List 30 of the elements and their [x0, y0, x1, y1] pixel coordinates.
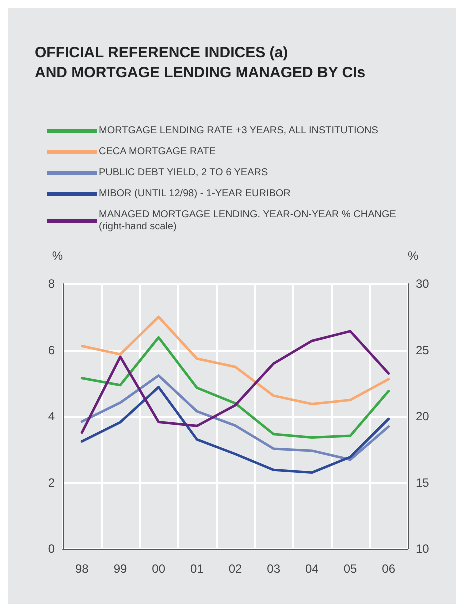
y2-tick-label: 25 — [416, 343, 430, 358]
legend-label: MANAGED MORTGAGE LENDING. YEAR-ON-YEAR % CHANGE (right-hand scale) — [99, 210, 397, 232]
y-tick-label: 6 — [48, 343, 56, 358]
y-tick-label: 2 — [48, 476, 56, 490]
y2-tick-label: 15 — [416, 476, 430, 490]
x-tick-label: 03 — [267, 562, 281, 576]
y2-tick-label: 20 — [416, 410, 430, 424]
legend-label: MORTGAGE LENDING RATE +3 YEARS, ALL INSTITUTIONS — [99, 126, 379, 136]
legend-label: PUBLIC DEBT YIELD, 2 TO 6 YEARS — [99, 168, 268, 178]
x-tick-label: 06 — [382, 562, 396, 576]
y2-tick-label: 30 — [416, 277, 430, 291]
x-tick-label: 00 — [152, 562, 166, 576]
x-tick-label: 99 — [114, 562, 128, 576]
line-series — [80, 386, 390, 474]
x-tick-label: 05 — [344, 562, 358, 576]
x-tick-label: 01 — [190, 562, 204, 576]
y2-tick-label: 10 — [416, 542, 430, 556]
x-tick-label: 04 — [305, 562, 320, 576]
y-tick-label: 8 — [48, 277, 56, 291]
y2-axis-title: % — [408, 249, 419, 263]
legend-label: CECA MORTGAGE RATE — [99, 146, 216, 158]
x-tick-label: 98 — [75, 562, 90, 576]
y-tick-label: 0 — [48, 542, 56, 556]
y-tick-label: 4 — [48, 410, 56, 424]
line-series — [80, 316, 390, 406]
legend-label: MIBOR (UNTIL 12/98) - 1-YEAR EURIBOR — [99, 188, 291, 200]
x-tick-label: 02 — [228, 562, 242, 576]
y-axis-title: % — [52, 249, 64, 263]
line-series — [80, 374, 390, 462]
chart-title: OFFICIAL REFERENCE INDICES (a) AND MORTGAGE LENDING MANAGED BY CIs — [35, 44, 366, 82]
